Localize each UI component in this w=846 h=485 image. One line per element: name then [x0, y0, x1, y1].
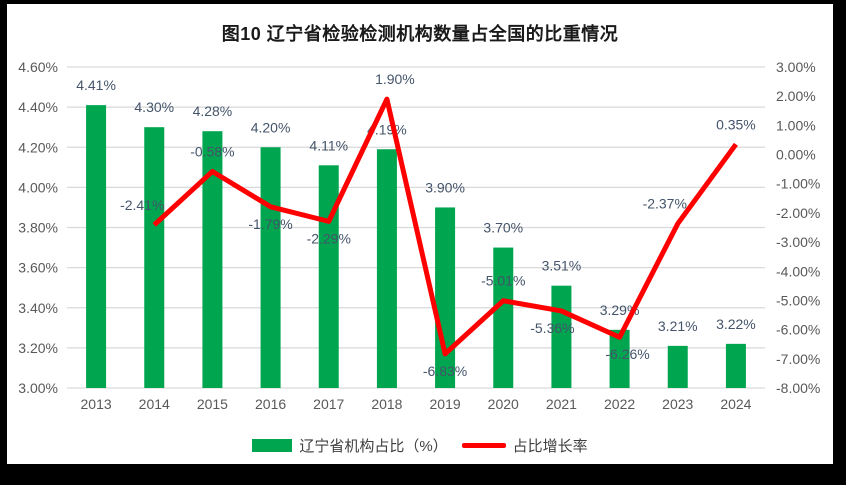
- chart-title: 图10 辽宁省检验检测机构数量占全国的比重情况: [221, 24, 619, 44]
- right-axis-tick-label: -8.00%: [776, 380, 820, 396]
- bar-data-label: 4.11%: [309, 137, 348, 153]
- bar: [202, 131, 223, 388]
- line-data-label: -5.36%: [530, 320, 574, 336]
- right-axis-tick-label: 3.00%: [776, 59, 816, 75]
- x-axis-label: 2020: [488, 396, 519, 412]
- bar: [86, 105, 107, 389]
- bar-data-label: 4.41%: [76, 77, 116, 93]
- bar: [725, 343, 746, 388]
- bar-data-label: 4.20%: [251, 119, 291, 135]
- bar-data-label: 3.70%: [483, 220, 523, 236]
- line-data-label: 1.90%: [375, 71, 415, 87]
- bar: [144, 127, 165, 388]
- left-axis-tick-label: 3.20%: [18, 340, 58, 356]
- bar: [493, 247, 514, 388]
- legend: 辽宁省机构占比（%） 占比增长率: [7, 435, 833, 456]
- x-axis-label: 2019: [430, 396, 461, 412]
- right-axis-tick-label: -6.00%: [776, 322, 820, 338]
- right-axis-tick-label: -7.00%: [776, 351, 820, 367]
- x-axis-label: 2015: [197, 396, 228, 412]
- bar: [260, 147, 281, 388]
- line-data-label: -2.37%: [643, 196, 687, 212]
- bar: [318, 165, 339, 388]
- bar-data-label: 3.90%: [425, 179, 465, 195]
- right-axis-tick-label: -4.00%: [776, 263, 820, 279]
- bar-data-label: 4.30%: [134, 99, 174, 115]
- line-series: [152, 96, 738, 357]
- right-axis-tick-label: -2.00%: [776, 205, 820, 221]
- left-axis-tick-label: 4.60%: [18, 59, 58, 75]
- right-axis-tick-label: -1.00%: [776, 176, 820, 192]
- line-data-label: 0.35%: [716, 116, 756, 132]
- line-data-label: -1.79%: [248, 216, 292, 232]
- legend-label-bar-series: 辽宁省机构占比（%）: [299, 438, 448, 455]
- x-axis-label: 2013: [81, 396, 112, 412]
- bar-data-label: 3.21%: [658, 318, 698, 334]
- left-axis-tick-label: 4.00%: [18, 179, 58, 195]
- legend-label-line-series: 占比增长率: [512, 438, 588, 455]
- bar: [551, 285, 572, 388]
- line-data-label: -5.01%: [481, 273, 525, 289]
- line-data-label: -6.26%: [605, 346, 649, 362]
- left-axis-tick-label: 3.60%: [18, 260, 58, 276]
- right-axis-tick-label: 2.00%: [776, 88, 816, 104]
- x-axis-label: 2023: [662, 396, 693, 412]
- x-axis-label: 2016: [255, 396, 286, 412]
- x-axis-label: 2022: [604, 396, 635, 412]
- chart-canvas: 4.60% 4.40% 4.20% 4.00% 3.80% 3.60% 3.40% 3.20%…: [18, 59, 820, 412]
- line-data-label: -2.29%: [307, 230, 351, 246]
- line-data-label: -2.41%: [120, 197, 164, 213]
- x-axis-label: 2014: [139, 396, 170, 412]
- x-axis-label: 2017: [313, 396, 344, 412]
- bar-data-label: 3.51%: [542, 258, 582, 274]
- bar-series-swatch-icon: [252, 439, 293, 452]
- line-data-label: -6.83%: [423, 363, 467, 379]
- bar-data-label: 4.28%: [193, 103, 233, 119]
- x-axis-label: 2024: [720, 396, 751, 412]
- line-data-label: -0.58%: [190, 143, 234, 159]
- x-axis-label: 2021: [546, 396, 577, 412]
- bar: [376, 149, 397, 388]
- right-axis-tick-label: 1.00%: [776, 117, 816, 133]
- legend-item-line-series: 占比增长率: [461, 435, 588, 456]
- left-axis-tick-label: 4.40%: [18, 99, 58, 115]
- right-axis-tick-label: -3.00%: [776, 234, 820, 250]
- bar: [435, 207, 456, 388]
- left-axis-tick-label: 3.40%: [18, 300, 58, 316]
- legend-item-bar-series: 辽宁省机构占比（%）: [252, 435, 448, 456]
- left-axis-tick-label: 4.20%: [18, 139, 58, 155]
- right-axis-tick-label: -5.00%: [776, 292, 820, 308]
- x-axis-label: 2018: [371, 396, 402, 412]
- bar-data-label: 3.22%: [716, 316, 756, 332]
- bar: [609, 329, 630, 388]
- left-axis-tick-label: 3.80%: [18, 220, 58, 236]
- line-series-swatch-icon: [461, 443, 506, 448]
- bar: [667, 345, 688, 388]
- right-axis-tick-label: 0.00%: [776, 147, 816, 163]
- left-axis-tick-label: 3.00%: [18, 380, 58, 396]
- chart-panel: 4.60% 4.40% 4.20% 4.00% 3.80% 3.60% 3.40% 3.20%…: [7, 4, 833, 464]
